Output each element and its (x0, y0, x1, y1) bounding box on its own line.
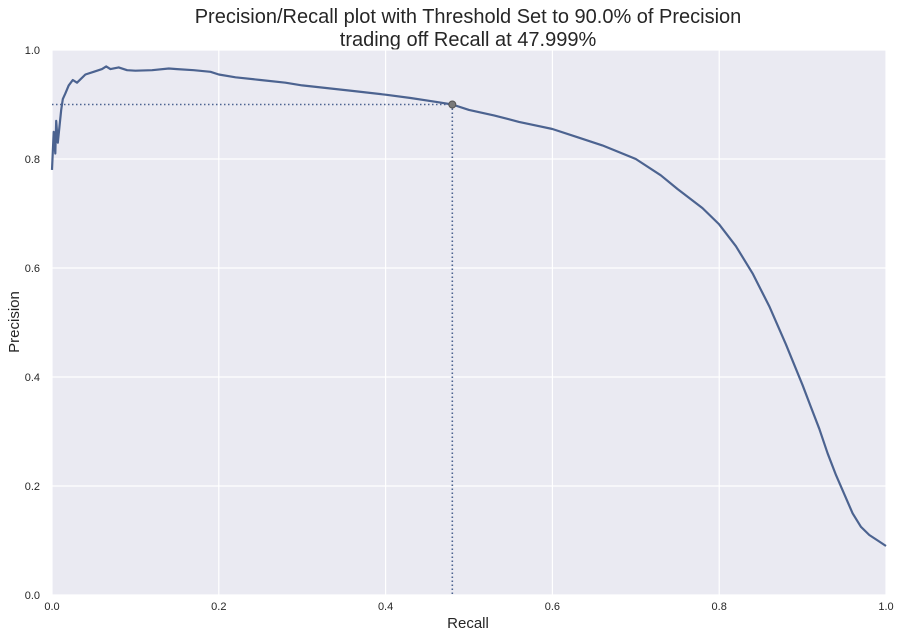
y-tick-label: 0.4 (25, 372, 40, 384)
x-tick-labels: 0.0 0.2 0.4 0.6 0.8 1.0 (44, 601, 893, 613)
chart-title-line-2: trading off Recall at 47.999% (340, 29, 597, 51)
y-tick-label: 0.2 (25, 481, 40, 493)
y-tick-label: 0.8 (25, 154, 40, 166)
plot-area (52, 50, 886, 595)
precision-recall-curve (50, 65, 887, 547)
y-tick-label: 0.6 (25, 263, 40, 275)
threshold-reference-lines (52, 103, 454, 595)
x-tick-label: 0.0 (44, 601, 59, 613)
y-tick-label: 0.0 (25, 590, 40, 602)
x-axis-label: Recall (447, 615, 489, 632)
y-tick-labels: 0.0 0.2 0.4 0.6 0.8 1.0 (25, 45, 40, 602)
x-tick-label: 1.0 (878, 601, 893, 613)
x-tick-label: 0.2 (211, 601, 226, 613)
x-tick-label: 0.8 (712, 601, 727, 613)
threshold-point-marker (448, 100, 457, 109)
grid (51, 49, 887, 596)
chart-title-line-1: Precision/Recall plot with Threshold Set… (195, 6, 742, 28)
x-tick-label: 0.6 (545, 601, 560, 613)
x-tick-label: 0.4 (378, 601, 393, 613)
y-tick-label: 1.0 (25, 45, 40, 57)
y-axis-label: Precision (6, 291, 23, 353)
